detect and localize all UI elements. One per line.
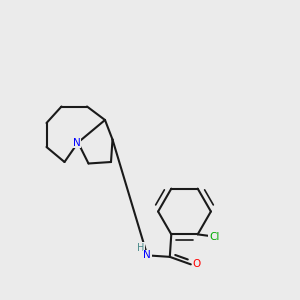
Text: N: N (73, 137, 80, 148)
Text: Cl: Cl (209, 232, 219, 242)
Text: H: H (137, 243, 144, 253)
Text: Cl: Cl (209, 232, 219, 242)
Text: N: N (73, 137, 80, 148)
Text: O: O (192, 260, 200, 269)
Text: N: N (143, 250, 151, 260)
Text: O: O (192, 260, 200, 269)
Text: H: H (137, 243, 144, 253)
Text: N: N (143, 250, 151, 260)
